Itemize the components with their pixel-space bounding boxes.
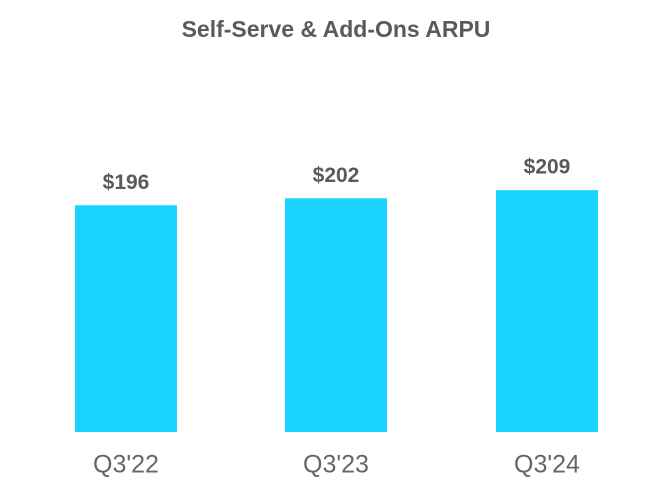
x-tick-label: Q3'24 — [514, 451, 580, 479]
chart-title: Self-Serve & Add-Ons ARPU — [182, 16, 491, 42]
bar — [496, 190, 598, 432]
value-label: $202 — [313, 164, 360, 187]
value-label: $209 — [524, 156, 571, 179]
bar — [285, 198, 387, 432]
bar — [75, 205, 177, 432]
x-tick-label: Q3'23 — [303, 451, 369, 479]
x-tick-label: Q3'22 — [93, 451, 159, 479]
value-label: $196 — [103, 171, 150, 194]
